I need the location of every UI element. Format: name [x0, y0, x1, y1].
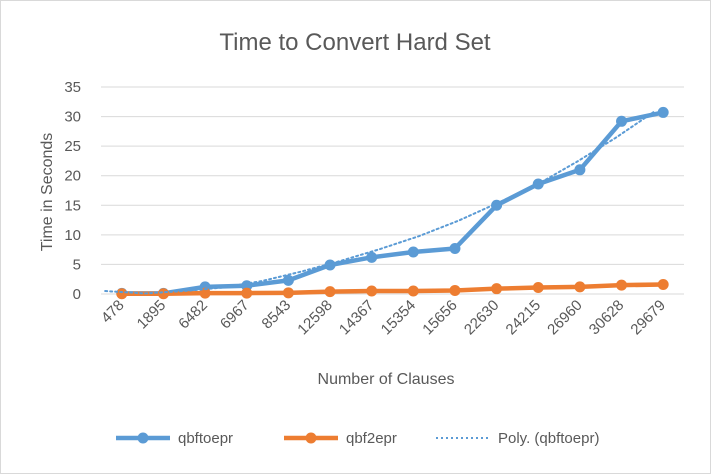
data-point-qbf2epr — [616, 279, 628, 291]
data-point-qbftoepr — [657, 106, 669, 118]
chart-title: Time to Convert Hard Set — [219, 29, 491, 56]
x-tick-label: 30628 — [586, 297, 628, 339]
x-tick-label: 1895 — [134, 297, 170, 333]
data-point-qbf2epr — [366, 285, 378, 297]
gridlines — [101, 86, 684, 295]
x-tick-label: 8543 — [259, 297, 295, 333]
x-tick-label: 29679 — [627, 297, 669, 339]
y-tick-label: 25 — [64, 138, 81, 155]
data-point-qbf2epr — [657, 279, 669, 291]
trendline — [104, 110, 656, 295]
data-point-qbf2epr — [199, 287, 211, 299]
x-tick-label: 12598 — [294, 297, 336, 339]
y-axis-ticks: 0 5 10 15 20 25 30 35 — [64, 79, 81, 303]
x-tick-label: 24215 — [503, 297, 545, 339]
legend-label: qbf2epr — [346, 430, 397, 447]
x-tick-label: 478 — [98, 297, 128, 327]
data-point-qbftoepr — [366, 251, 378, 263]
data-point-qbf2epr — [532, 281, 544, 293]
data-point-qbf2epr — [324, 286, 336, 298]
data-point-qbf2epr — [574, 281, 586, 293]
y-tick-label: 30 — [64, 109, 81, 126]
data-point-qbf2epr — [407, 285, 419, 297]
data-point-qbftoepr — [282, 274, 294, 286]
x-axis-label: Number of Clauses — [318, 371, 455, 388]
y-tick-label: 15 — [64, 197, 81, 214]
series-group — [104, 106, 669, 300]
y-tick-label: 5 — [73, 256, 81, 273]
legend-marker — [137, 432, 149, 444]
data-point-qbftoepr — [407, 246, 419, 258]
x-tick-label: 6967 — [217, 297, 253, 333]
series-line-qbf2epr — [119, 282, 666, 296]
data-point-qbf2epr — [116, 288, 128, 300]
series-line-qbftoepr — [119, 110, 666, 296]
y-tick-label: 35 — [64, 79, 81, 96]
data-point-qbftoepr — [324, 259, 336, 271]
y-tick-label: 20 — [64, 168, 81, 185]
data-point-qbf2epr — [491, 283, 503, 295]
data-point-qbf2epr — [449, 284, 461, 296]
x-tick-label: 22630 — [461, 297, 503, 339]
y-axis-label: Time in Seconds — [39, 133, 56, 252]
x-tick-label: 15354 — [378, 297, 420, 339]
data-point-qbftoepr — [616, 115, 628, 127]
x-tick-label: 15656 — [419, 297, 461, 339]
legend-label: qbftoepr — [178, 430, 233, 447]
x-tick-label: 14367 — [336, 297, 378, 339]
y-tick-label: 0 — [73, 286, 81, 303]
x-tick-label: 26960 — [544, 297, 586, 339]
data-point-qbf2epr — [282, 287, 294, 299]
data-point-qbftoepr — [491, 199, 503, 211]
legend: qbftoepr qbf2epr Poly. (qbftoepr) — [116, 430, 599, 447]
data-point-qbftoepr — [449, 242, 461, 254]
legend-label: Poly. (qbftoepr) — [498, 430, 599, 447]
y-tick-label: 10 — [64, 227, 81, 244]
data-point-qbf2epr — [157, 288, 169, 300]
data-point-qbf2epr — [241, 287, 253, 299]
x-axis-ticks: 478 1895 6482 6967 8543 12598 14367 15354 15656 2… — [98, 297, 669, 339]
data-point-qbftoepr — [574, 164, 586, 176]
x-tick-label: 6482 — [175, 297, 211, 333]
legend-marker — [305, 432, 317, 444]
